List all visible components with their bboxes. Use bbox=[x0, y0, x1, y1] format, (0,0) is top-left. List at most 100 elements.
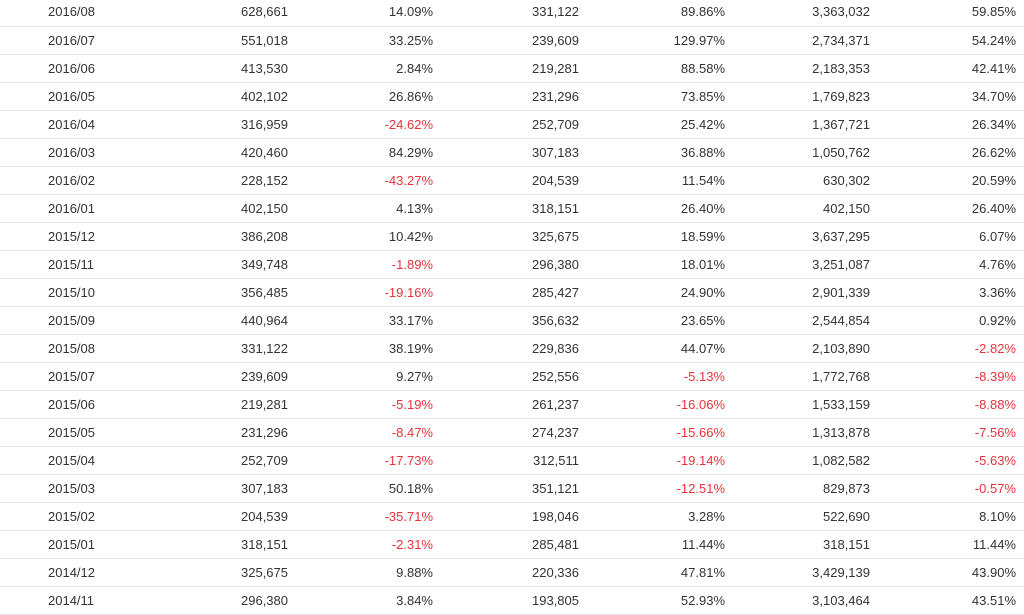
date-cell: 2016/07 bbox=[0, 26, 150, 55]
value-c-cell: 2,734,371 bbox=[733, 26, 878, 55]
value-c-cell: 2,183,353 bbox=[733, 54, 878, 83]
change-b-cell: 18.01% bbox=[587, 250, 733, 279]
change-a-cell: -43.27% bbox=[296, 166, 441, 195]
change-c-cell: 26.40% bbox=[878, 194, 1024, 223]
change-c-cell: 4.76% bbox=[878, 250, 1024, 279]
value-b-cell: 198,046 bbox=[441, 502, 587, 531]
value-a-cell: 331,122 bbox=[150, 334, 296, 363]
value-a-cell: 316,959 bbox=[150, 110, 296, 139]
value-b-cell: 252,709 bbox=[441, 110, 587, 139]
change-b-cell: 36.88% bbox=[587, 138, 733, 167]
table-row: 2014/11 296,380 3.84% 193,805 52.93% 3,103,46… bbox=[0, 586, 1024, 615]
table-row: 2016/02 228,152 -43.27% 204,539 11.54% 630,30… bbox=[0, 166, 1024, 195]
date-cell: 2015/10 bbox=[0, 278, 150, 307]
value-b-cell: 231,296 bbox=[441, 82, 587, 111]
date-cell: 2015/09 bbox=[0, 306, 150, 335]
date-cell: 2015/01 bbox=[0, 530, 150, 559]
change-b-cell: 23.65% bbox=[587, 306, 733, 335]
table-row: 2016/06 413,530 2.84% 219,281 88.58% 2,183,35… bbox=[0, 54, 1024, 83]
change-c-cell: 34.70% bbox=[878, 82, 1024, 111]
change-b-cell: 44.07% bbox=[587, 334, 733, 363]
table-row: 2014/12 325,675 9.88% 220,336 47.81% 3,429,13… bbox=[0, 558, 1024, 587]
change-c-cell: -8.39% bbox=[878, 362, 1024, 391]
value-c-cell: 3,363,032 bbox=[733, 0, 878, 27]
value-b-cell: 261,237 bbox=[441, 390, 587, 419]
table-row: 2016/07 551,018 33.25% 239,609 129.97% 2,734,… bbox=[0, 26, 1024, 55]
change-c-cell: -0.57% bbox=[878, 474, 1024, 503]
value-c-cell: 3,637,295 bbox=[733, 222, 878, 251]
value-c-cell: 318,151 bbox=[733, 530, 878, 559]
value-b-cell: 331,122 bbox=[441, 0, 587, 27]
value-b-cell: 312,511 bbox=[441, 446, 587, 475]
table-row: 2016/01 402,150 4.13% 318,151 26.40% 402,150 2… bbox=[0, 194, 1024, 223]
date-cell: 2016/05 bbox=[0, 82, 150, 111]
change-b-cell: 3.28% bbox=[587, 502, 733, 531]
value-a-cell: 252,709 bbox=[150, 446, 296, 475]
value-c-cell: 2,544,854 bbox=[733, 306, 878, 335]
change-b-cell: 11.54% bbox=[587, 166, 733, 195]
change-c-cell: 3.36% bbox=[878, 278, 1024, 307]
change-a-cell: 26.86% bbox=[296, 82, 441, 111]
change-b-cell: 26.40% bbox=[587, 194, 733, 223]
value-a-cell: 318,151 bbox=[150, 530, 296, 559]
date-cell: 2016/04 bbox=[0, 110, 150, 139]
date-cell: 2015/12 bbox=[0, 222, 150, 251]
date-cell: 2014/11 bbox=[0, 586, 150, 615]
change-c-cell: 43.90% bbox=[878, 558, 1024, 587]
value-b-cell: 285,481 bbox=[441, 530, 587, 559]
value-a-cell: 219,281 bbox=[150, 390, 296, 419]
value-b-cell: 307,183 bbox=[441, 138, 587, 167]
table-row: 2016/03 420,460 84.29% 307,183 36.88% 1,050,7… bbox=[0, 138, 1024, 167]
change-b-cell: -5.13% bbox=[587, 362, 733, 391]
change-b-cell: 129.97% bbox=[587, 26, 733, 55]
date-cell: 2014/12 bbox=[0, 558, 150, 587]
value-a-cell: 440,964 bbox=[150, 306, 296, 335]
change-a-cell: -1.89% bbox=[296, 250, 441, 279]
value-a-cell: 296,380 bbox=[150, 586, 296, 615]
value-b-cell: 252,556 bbox=[441, 362, 587, 391]
date-cell: 2015/06 bbox=[0, 390, 150, 419]
date-cell: 2016/06 bbox=[0, 54, 150, 83]
value-c-cell: 402,150 bbox=[733, 194, 878, 223]
value-c-cell: 3,251,087 bbox=[733, 250, 878, 279]
table-row: 2015/02 204,539 -35.71% 198,046 3.28% 522,690… bbox=[0, 502, 1024, 531]
table-row: 2015/05 231,296 -8.47% 274,237 -15.66% 1,313,… bbox=[0, 418, 1024, 447]
value-c-cell: 1,050,762 bbox=[733, 138, 878, 167]
value-a-cell: 386,208 bbox=[150, 222, 296, 251]
value-c-cell: 1,772,768 bbox=[733, 362, 878, 391]
change-c-cell: 43.51% bbox=[878, 586, 1024, 615]
change-a-cell: 4.13% bbox=[296, 194, 441, 223]
table-row: 2016/05 402,102 26.86% 231,296 73.85% 1,769,8… bbox=[0, 82, 1024, 111]
value-b-cell: 356,632 bbox=[441, 306, 587, 335]
value-c-cell: 2,901,339 bbox=[733, 278, 878, 307]
date-cell: 2016/08 bbox=[0, 0, 150, 27]
change-b-cell: 73.85% bbox=[587, 82, 733, 111]
table-row: 2015/04 252,709 -17.73% 312,511 -19.14% 1,082… bbox=[0, 446, 1024, 475]
change-b-cell: 52.93% bbox=[587, 586, 733, 615]
change-b-cell: -15.66% bbox=[587, 418, 733, 447]
value-c-cell: 2,103,890 bbox=[733, 334, 878, 363]
date-cell: 2016/01 bbox=[0, 194, 150, 223]
value-c-cell: 522,690 bbox=[733, 502, 878, 531]
change-c-cell: 20.59% bbox=[878, 166, 1024, 195]
change-b-cell: 18.59% bbox=[587, 222, 733, 251]
table-row: 2016/04 316,959 -24.62% 252,709 25.42% 1,367,… bbox=[0, 110, 1024, 139]
change-c-cell: 59.85% bbox=[878, 0, 1024, 27]
change-b-cell: 25.42% bbox=[587, 110, 733, 139]
value-b-cell: 239,609 bbox=[441, 26, 587, 55]
value-a-cell: 420,460 bbox=[150, 138, 296, 167]
value-b-cell: 204,539 bbox=[441, 166, 587, 195]
change-a-cell: 3.84% bbox=[296, 586, 441, 615]
change-b-cell: 47.81% bbox=[587, 558, 733, 587]
value-b-cell: 318,151 bbox=[441, 194, 587, 223]
value-b-cell: 296,380 bbox=[441, 250, 587, 279]
change-b-cell: 89.86% bbox=[587, 0, 733, 27]
value-c-cell: 1,313,878 bbox=[733, 418, 878, 447]
change-a-cell: 38.19% bbox=[296, 334, 441, 363]
value-a-cell: 349,748 bbox=[150, 250, 296, 279]
value-b-cell: 220,336 bbox=[441, 558, 587, 587]
date-cell: 2016/02 bbox=[0, 166, 150, 195]
change-c-cell: 6.07% bbox=[878, 222, 1024, 251]
